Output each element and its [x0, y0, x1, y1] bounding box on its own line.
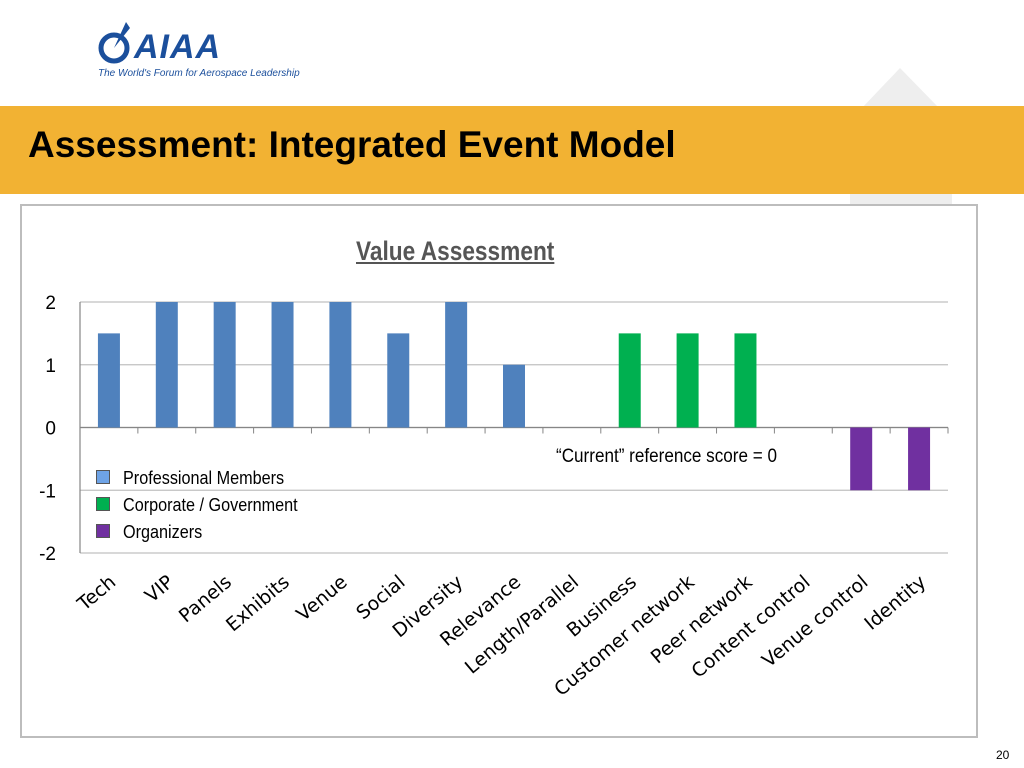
aiaa-logo: AIAA The World's Forum for Aerospace Lea…: [96, 14, 300, 84]
chart-title: Value Assessment: [356, 236, 555, 266]
logo-tagline: The World's Forum for Aerospace Leadersh…: [98, 68, 300, 79]
bar-tech: [97, 333, 120, 428]
bar-diversity: [445, 302, 468, 428]
bar-venue-control: [850, 427, 873, 491]
x-tick-label: Venue control: [758, 571, 872, 672]
x-tick-label: Identity: [860, 571, 930, 635]
legend-label-organizers: Organizers: [123, 522, 203, 542]
y-tick-label: 1: [45, 356, 56, 377]
x-tick-label: Exhibits: [222, 571, 294, 636]
y-tick-label: -1: [39, 481, 56, 502]
y-tick-label: -2: [39, 544, 56, 565]
legend-label-professional: Professional Members: [123, 468, 285, 488]
legend-swatch-corporate: [96, 497, 110, 511]
bar-vip: [155, 302, 178, 428]
x-tick-label: VIP: [141, 571, 178, 607]
bar-identity: [908, 427, 931, 491]
y-tick-label: 0: [45, 419, 56, 440]
bar-social: [387, 333, 410, 428]
page-number: 20: [996, 748, 1010, 762]
bar-panels: [213, 302, 236, 428]
legend-swatch-professional: [96, 470, 110, 484]
bar-exhibits: [271, 302, 294, 428]
logo-emblem-icon: [98, 22, 130, 64]
x-tick-label: Tech: [73, 571, 121, 616]
title-band: [0, 106, 1024, 194]
slide-title: Assessment: Integrated Event Model: [28, 124, 676, 165]
bar-venue: [329, 302, 352, 428]
reference-score-annotation: “Current” reference score = 0: [556, 446, 777, 467]
chart-frame: [20, 204, 978, 738]
bar-relevance: [503, 364, 525, 428]
legend-swatch-organizers: [96, 524, 110, 538]
y-tick-label: 2: [45, 293, 56, 314]
bar-peer-network: [734, 333, 757, 428]
x-tick-label: Venue: [292, 571, 351, 626]
bar-business: [618, 333, 641, 428]
legend-label-corporate: Corporate / Government: [123, 495, 298, 515]
logo-text: AIAA: [134, 28, 222, 66]
bar-customer-network: [676, 333, 699, 428]
